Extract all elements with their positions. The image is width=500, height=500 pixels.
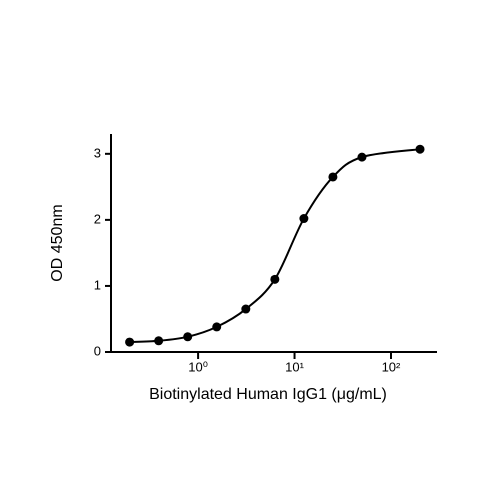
data-point bbox=[328, 172, 338, 182]
y-tick-label: 0 bbox=[94, 343, 101, 358]
data-point bbox=[415, 144, 425, 154]
data-point bbox=[270, 274, 280, 284]
data-point bbox=[125, 337, 135, 347]
y-tick-label: 2 bbox=[94, 211, 101, 226]
data-point bbox=[154, 336, 164, 346]
y-tick-label: 1 bbox=[94, 277, 101, 292]
data-point bbox=[241, 304, 251, 314]
data-point bbox=[299, 214, 309, 224]
x-axis-label: Biotinylated Human IgG1 (μg/mL) bbox=[149, 386, 387, 403]
x-tick-label: 10⁰ bbox=[188, 359, 208, 374]
x-tick-label: 10¹ bbox=[285, 359, 304, 374]
fit-curve bbox=[129, 148, 421, 344]
x-tick-label: 10² bbox=[382, 359, 401, 374]
y-axis-label: OD 450nm bbox=[49, 204, 66, 281]
y-tick-label: 3 bbox=[94, 145, 101, 160]
data-point bbox=[357, 152, 367, 162]
data-point bbox=[212, 322, 222, 332]
data-point bbox=[183, 332, 193, 342]
